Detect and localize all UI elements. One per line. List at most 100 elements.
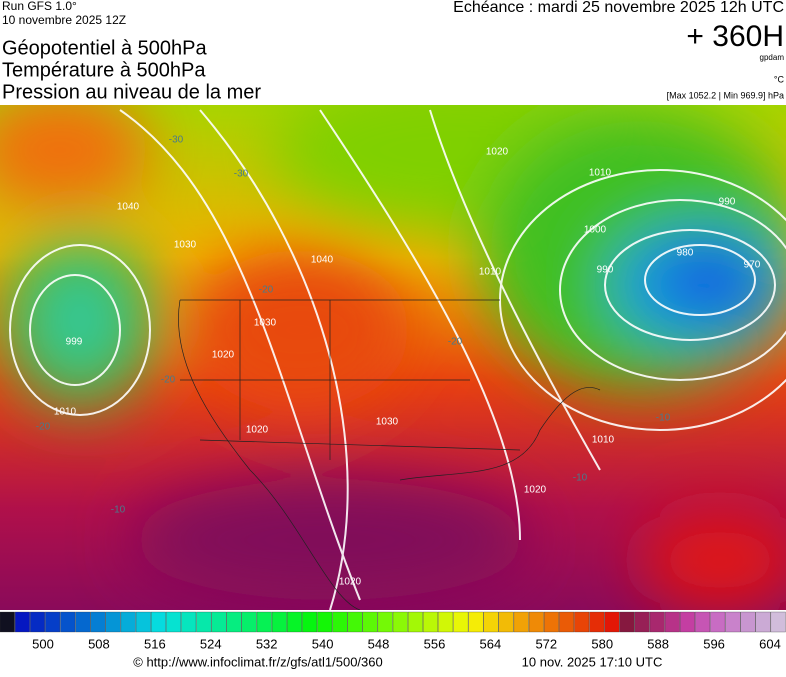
temperature-label: -20: [259, 285, 274, 296]
scale-swatch: [166, 611, 182, 633]
scale-label: 508: [88, 636, 110, 651]
scale-swatch: [241, 611, 257, 633]
horizon: + 360H: [686, 20, 784, 53]
scale-swatch: [45, 611, 61, 633]
map: 1040 1030 1040 1030 1020 999 1010 1020 1…: [0, 105, 786, 610]
title: Géopotentiel à 500hPa: [2, 37, 207, 59]
min-max: [Max 1052.2 | Min 969.9] hPa: [667, 90, 784, 100]
pressure-label: 1030: [174, 240, 197, 251]
scale-swatch: [90, 611, 106, 633]
pressure-label: 1020: [524, 485, 547, 496]
unit-temp: °C: [774, 74, 785, 84]
scale-label: 604: [759, 636, 781, 651]
pressure-label: 1020: [486, 147, 509, 158]
scale-swatch: [483, 611, 499, 633]
title: Température à 500hPa: [2, 59, 206, 81]
scale-label: 540: [312, 636, 334, 651]
scale-swatch: [680, 611, 695, 633]
scale-label: 500: [32, 636, 54, 651]
scale-swatch: [302, 611, 318, 633]
scale-swatch: [559, 611, 575, 633]
temperature-label: -30: [169, 135, 184, 146]
run-date: 10 novembre 2025 12Z: [2, 13, 126, 27]
scale-swatch: [287, 611, 302, 633]
scale-swatch: [589, 611, 605, 633]
scale-label: 580: [591, 636, 613, 651]
scale-swatch: [196, 611, 212, 633]
scale-swatch: [151, 611, 166, 633]
scale-swatch: [377, 611, 393, 633]
scale-swatch: [498, 611, 514, 633]
scale-swatch: [619, 611, 635, 633]
scale-swatch: [544, 611, 559, 633]
pressure-label: 999: [66, 337, 83, 348]
pressure-label: 1040: [117, 202, 140, 213]
scale-swatch: [468, 611, 484, 633]
temperature-label: -10: [656, 413, 671, 424]
scale-swatch: [725, 611, 741, 633]
scale-swatch: [574, 611, 590, 633]
scale-swatch: [392, 611, 408, 633]
scale-label: 516: [144, 636, 166, 651]
pressure-label: 990: [597, 265, 614, 276]
scale-swatch: [407, 611, 423, 633]
scale-swatch: [649, 611, 665, 633]
scale-swatch: [317, 611, 333, 633]
scale-label: 596: [703, 636, 725, 651]
scale-swatch: [770, 611, 786, 633]
scale-swatch: [695, 611, 711, 633]
scale-swatch: [438, 611, 454, 633]
scale-swatch: [347, 611, 363, 633]
pressure-label: 1030: [376, 417, 399, 428]
echeance: Echéance : mardi 25 novembre 2025 12h UT…: [453, 0, 784, 16]
scale-label: 556: [424, 636, 446, 651]
scale-swatch: [226, 611, 242, 633]
scale-label: 524: [200, 636, 222, 651]
pressure-label: 970: [744, 260, 761, 271]
pressure-label: 1030: [254, 318, 277, 329]
pressure-label: 1000: [584, 225, 607, 236]
run-label: Run GFS 1.0°: [2, 0, 77, 13]
source-url: © http://www.infoclimat.fr/z/gfs/atl1/50…: [133, 654, 382, 669]
pressure-label: 1010: [592, 435, 615, 446]
scale-swatch: [256, 611, 272, 633]
pressure-label: 1010: [54, 407, 77, 418]
pressure-label: 1020: [246, 425, 269, 436]
temperature-label: -20: [36, 422, 51, 433]
scale-swatch: [181, 611, 197, 633]
scale-swatch: [75, 611, 91, 633]
pressure-label: 1010: [589, 168, 612, 179]
color-scale: 500 508 516 524 532 540 548 556 564 572 580 588 596 6…: [0, 611, 786, 651]
scale-swatch: [332, 611, 348, 633]
scale-swatch: [453, 611, 469, 633]
pressure-label: 1020: [339, 577, 362, 588]
scale-swatch: [30, 611, 45, 633]
pressure-label: 1040: [311, 255, 334, 266]
scale-label: 588: [647, 636, 669, 651]
scale-swatch: [271, 611, 287, 633]
scale-swatch: [710, 611, 726, 633]
pressure-label: 990: [719, 197, 736, 208]
scale-swatch: [105, 611, 121, 633]
temperature-label: -20: [448, 337, 463, 348]
scale-swatch: [0, 611, 15, 633]
scale-swatch: [362, 611, 378, 633]
update-time: 10 nov. 2025 17:10 UTC: [522, 654, 663, 669]
temperature-label: -20: [161, 375, 176, 386]
scale-swatch: [634, 611, 650, 633]
scale-swatch: [14, 611, 30, 633]
scale-swatch: [740, 611, 756, 633]
temperature-label: -30: [234, 169, 249, 180]
scale-label: 548: [368, 636, 390, 651]
scale-label: 532: [256, 636, 278, 651]
scale-swatch: [755, 611, 771, 633]
temperature-label: -10: [111, 505, 126, 516]
scale-swatch: [528, 611, 544, 633]
scale-swatch: [664, 611, 680, 633]
title: Pression au niveau de la mer: [2, 81, 261, 103]
scale-swatch: [135, 611, 151, 633]
unit-geo: gpdam: [760, 53, 785, 62]
scale-label: 572: [535, 636, 557, 651]
scale-swatch: [211, 611, 227, 633]
